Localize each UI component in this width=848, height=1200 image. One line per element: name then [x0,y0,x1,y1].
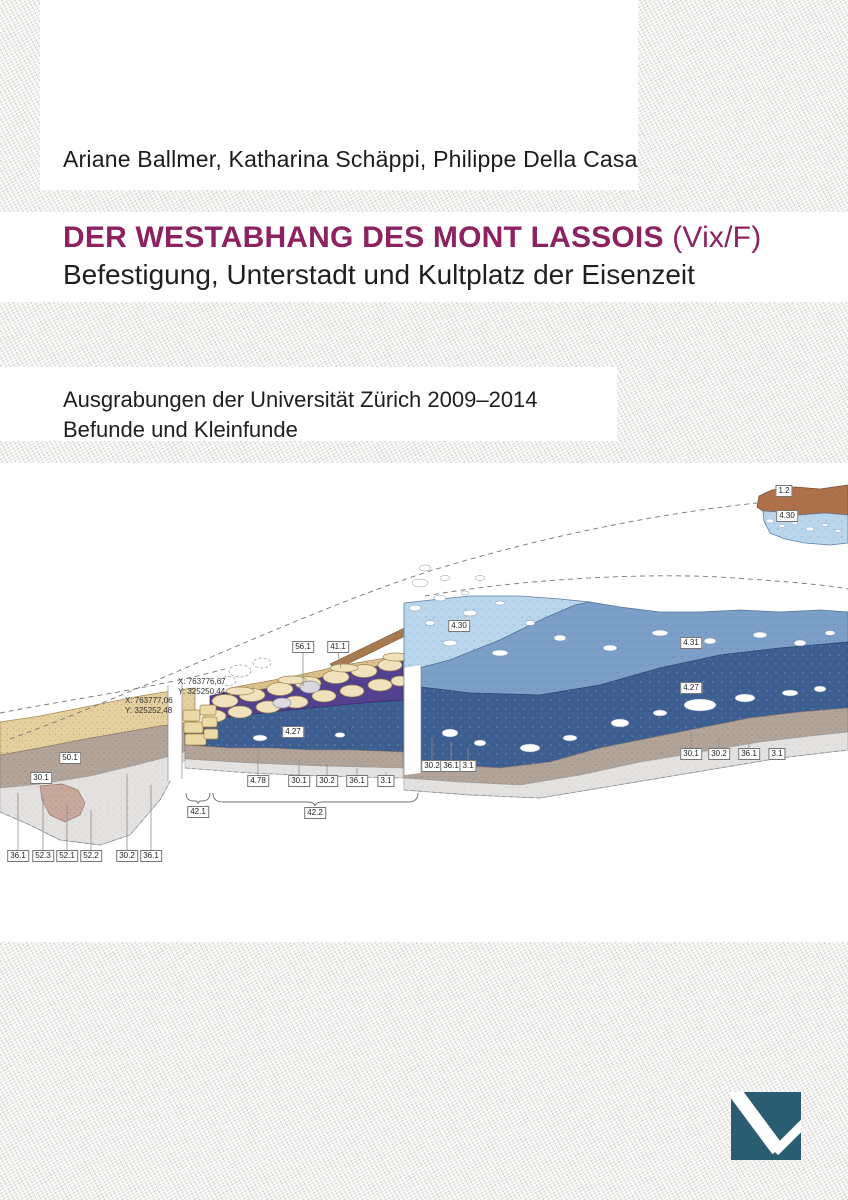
measurement-braces [185,792,419,807]
layer-label: 56.1 [292,641,314,653]
authors-line: Ariane Ballmer, Katharina Schäppi, Phili… [63,146,638,172]
layer-label: 36.1 [7,850,29,862]
layer-label: 4.31 [680,637,702,649]
layer-label: 36.1 [346,775,368,787]
layer-label: 30.2 [116,850,138,862]
stone-inclusions [252,564,836,753]
tan-stone-stack [182,704,219,746]
layer-label: 36.1 [140,850,162,862]
series-block: Ausgrabungen der Universität Zürich 2009… [63,385,538,445]
layer-label: 4.27 [282,726,304,738]
layer-label: 3.1 [459,760,477,772]
layer-label: 3.1 [768,748,786,760]
page-title: DER WESTABHANG DES MONT LASSOIS (Vix/F) [63,221,761,255]
brace-label: 42.1 [187,806,209,818]
gray-stones [272,680,321,709]
layer-label: 4.30 [448,620,470,632]
layer-label: 4.78 [247,775,269,787]
stratigraphy-section-drawing [0,484,848,850]
coordinate-note-1: X: 763776,67 Y: 325250,44 [178,677,226,696]
subtitle: Befestigung, Unterstadt und Kultplatz de… [63,259,695,290]
collapsed-stones-dashed [219,657,272,686]
authors-panel [40,0,638,190]
left-slope-layers [0,687,196,846]
layer-label: 1.2 [775,485,793,497]
title-panel [0,212,848,302]
layer-label: 4.30 [776,510,798,522]
brace-label: 42.2 [304,807,326,819]
layer-label: 52.3 [32,850,54,862]
layer-label: 36.1 [738,748,760,760]
series-line-1: Ausgrabungen der Universität Zürich 2009… [63,387,538,412]
series-panel [0,367,617,441]
title-main: DER WESTABHANG DES MONT LASSOIS [63,221,664,254]
coordinate-note-2: X: 763777,06 Y: 325252,48 [125,696,173,715]
layer-label: 4.27 [680,682,702,694]
label-leader-lines [17,652,778,850]
trench-gaps [167,665,422,781]
layer-label: 3.1 [377,775,395,787]
floating-fragment [756,484,848,546]
layer-label: 30.2 [316,775,338,787]
layer-label: 30.2 [708,748,730,760]
right-section-layers [252,564,848,799]
layer-label: 52.2 [80,850,102,862]
layer-label: 50.1 [59,752,81,764]
layer-label: 41.1 [327,641,349,653]
layer-label: 52.1 [56,850,78,862]
logo-check-mark [731,1092,801,1156]
title-suffix: (Vix/F) [663,221,762,254]
layer-label: 30.1 [288,775,310,787]
layer-label: 36.1 [440,760,462,772]
series-line-2: Befunde und Kleinfunde [63,417,298,442]
publisher-logo [731,1092,801,1160]
layer-label: 30.1 [30,772,52,784]
layer-label: 30.1 [680,748,702,760]
slope-dashed-lines [0,502,848,740]
